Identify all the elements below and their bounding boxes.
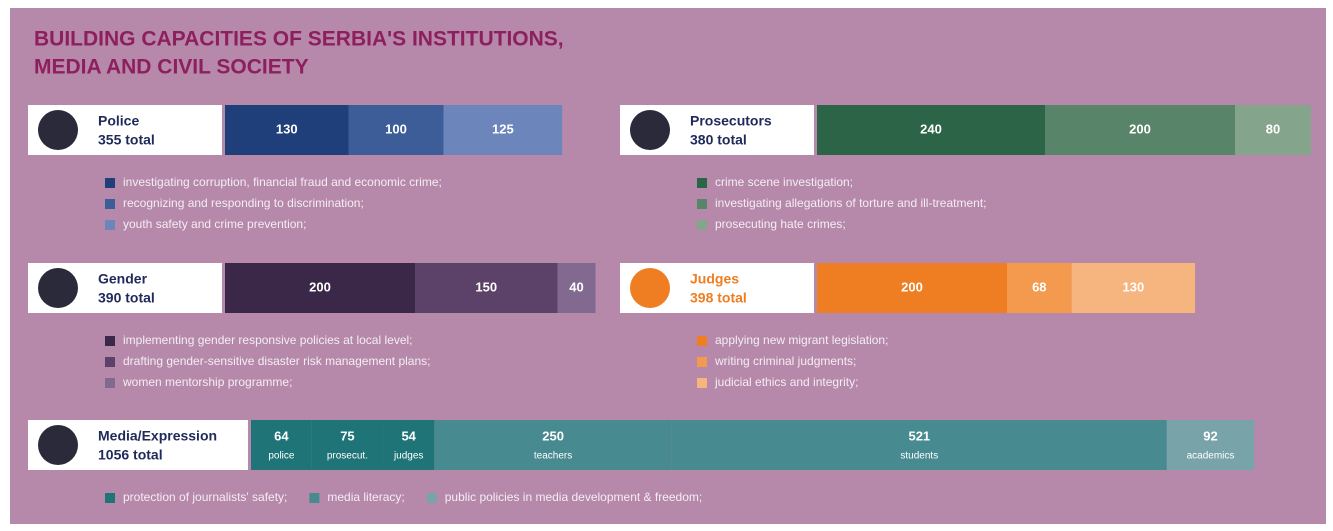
segment-value: 54 xyxy=(401,428,416,443)
segment-value: 75 xyxy=(340,428,354,443)
segment-value: 100 xyxy=(385,121,407,136)
legend-swatch xyxy=(105,220,115,230)
segment-value: 64 xyxy=(274,428,289,443)
segment-value: 200 xyxy=(1129,121,1151,136)
segment-label: prosecut. xyxy=(327,451,368,462)
panel-name: Judges xyxy=(690,271,739,287)
bar-segment xyxy=(671,420,1167,470)
segment-value: 200 xyxy=(309,279,331,294)
segment-value: 200 xyxy=(901,279,923,294)
segment-label: students xyxy=(900,451,938,462)
legend-text: judicial ethics and integrity; xyxy=(714,375,858,389)
bar-segment xyxy=(383,420,435,470)
legend-text: prosecuting hate crimes; xyxy=(715,217,846,231)
panel-name: Gender xyxy=(98,271,148,287)
panel-total: 1056 total xyxy=(98,447,163,463)
panel-name: Media/Expression xyxy=(98,428,217,444)
legend-text: applying new migrant legislation; xyxy=(715,333,888,347)
legend-swatch xyxy=(309,493,320,503)
segment-value: 68 xyxy=(1032,279,1046,294)
legend-swatch xyxy=(697,357,707,367)
legend-text: public policies in media development & f… xyxy=(445,490,702,504)
legend-swatch xyxy=(697,378,707,388)
legend-swatch xyxy=(105,199,115,209)
segment-label: police xyxy=(268,451,295,462)
legend-text: implementing gender responsive policies … xyxy=(123,333,413,347)
bar-segment xyxy=(434,420,672,470)
panel-name: Police xyxy=(98,113,139,129)
segment-label: academics xyxy=(1187,451,1235,462)
bar-segment xyxy=(557,263,596,313)
bar-segment xyxy=(415,263,558,313)
legend-swatch xyxy=(697,199,707,209)
panel-name: Prosecutors xyxy=(690,113,772,129)
segment-value: 40 xyxy=(569,279,583,294)
legend-text: recognizing and responding to discrimina… xyxy=(123,196,364,210)
segment-value: 150 xyxy=(475,279,497,294)
bar-segment xyxy=(1166,420,1255,470)
panel-total: 390 total xyxy=(98,290,155,306)
bar-segment xyxy=(225,263,415,313)
segment-value: 130 xyxy=(1122,279,1144,294)
legend-swatch xyxy=(697,336,707,346)
legend-swatch xyxy=(105,336,115,346)
legend-text: investigating corruption, financial frau… xyxy=(123,175,442,189)
legend-text: crime scene investigation; xyxy=(715,175,853,189)
title-line: MEDIA AND CIVIL SOCIETY xyxy=(34,56,309,79)
bar-segment xyxy=(225,105,349,155)
legend-swatch xyxy=(105,378,115,388)
legend-swatch xyxy=(105,493,115,503)
legend-text: writing criminal judgments; xyxy=(714,354,856,368)
legend-swatch xyxy=(426,493,437,503)
bar-segment xyxy=(1071,263,1196,313)
bar-segment xyxy=(817,105,1045,155)
bar-segment xyxy=(348,105,444,155)
panel-total: 380 total xyxy=(690,132,747,148)
segment-value: 521 xyxy=(908,428,930,443)
legend-text: youth safety and crime prevention; xyxy=(123,217,306,231)
icon xyxy=(38,425,78,465)
segment-value: 240 xyxy=(920,121,942,136)
legend-text: drafting gender-sensitive disaster risk … xyxy=(123,354,431,368)
segment-label: teachers xyxy=(534,451,572,462)
title-line: BUILDING CAPACITIES OF SERBIA'S INSTITUT… xyxy=(34,28,564,51)
panel-total: 398 total xyxy=(690,290,747,306)
segment-value: 80 xyxy=(1266,121,1280,136)
bar-segment xyxy=(251,420,312,470)
segment-label: judges xyxy=(393,451,423,462)
segment-value: 125 xyxy=(492,121,514,136)
segment-value: 250 xyxy=(542,428,564,443)
bar-segment xyxy=(817,263,1007,313)
bar-segment xyxy=(1045,105,1235,155)
segment-value: 92 xyxy=(1203,428,1217,443)
bar-segment xyxy=(1235,105,1311,155)
legend-text: media literacy; xyxy=(327,490,404,504)
bar-segment xyxy=(311,420,384,470)
panel-total: 355 total xyxy=(98,132,155,148)
icon xyxy=(630,110,670,150)
legend-text: investigating allegations of torture and… xyxy=(715,196,986,210)
bar-segment xyxy=(1007,263,1072,313)
legend-text: women mentorship programme; xyxy=(122,375,292,389)
legend-text: protection of journalists' safety; xyxy=(123,490,287,504)
icon xyxy=(38,110,78,150)
legend-swatch xyxy=(105,357,115,367)
icon xyxy=(38,268,78,308)
bar-segment xyxy=(443,105,563,155)
icon xyxy=(630,268,670,308)
segment-value: 130 xyxy=(276,121,298,136)
legend-swatch xyxy=(697,220,707,230)
legend-swatch xyxy=(105,178,115,188)
legend-swatch xyxy=(697,178,707,188)
